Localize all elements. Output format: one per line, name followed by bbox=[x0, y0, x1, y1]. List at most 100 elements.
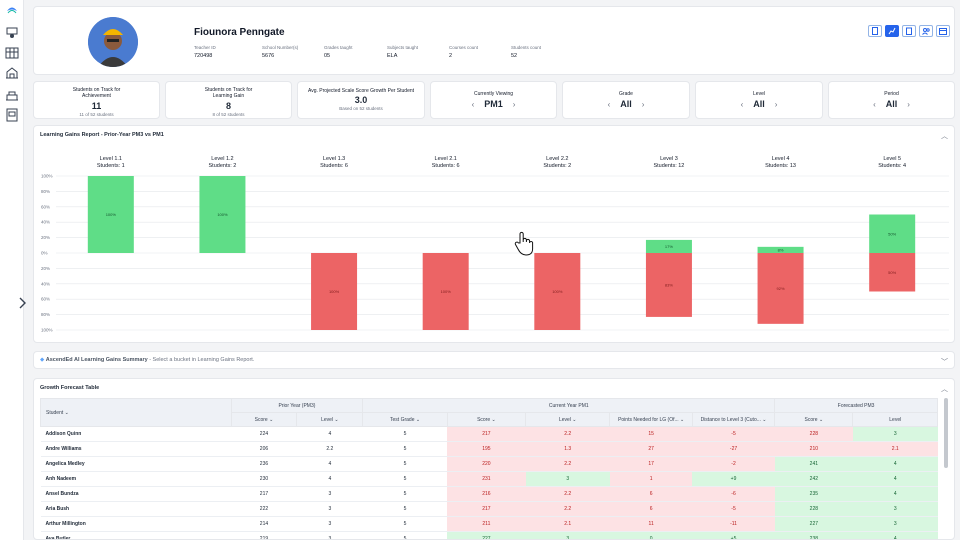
forecast-title: Growth Forecast Table bbox=[40, 385, 100, 391]
viewing-prev-icon[interactable]: ‹ bbox=[471, 99, 475, 109]
grade-filter[interactable]: Grade ‹ All › bbox=[562, 81, 690, 119]
district-icon[interactable] bbox=[5, 88, 19, 102]
col-forecast-score[interactable]: Score ⌄ bbox=[774, 412, 854, 427]
table-row[interactable]: Ansel Bundza 217 3 5 216 2.2 6 -6 235 4 bbox=[40, 486, 938, 502]
loss-bar bbox=[757, 253, 804, 324]
chart-view-button[interactable] bbox=[885, 25, 899, 37]
table-row[interactable]: Ava Butler 219 3 5 227 3 0 +5 238 4 bbox=[40, 531, 938, 539]
gain-bar bbox=[645, 239, 692, 253]
teacher-icon[interactable] bbox=[5, 26, 19, 40]
table-cell: 2.2 bbox=[296, 441, 363, 457]
table-cell: 1.3 bbox=[525, 441, 610, 457]
teacher-id: Teacher ID 720498 bbox=[194, 45, 216, 59]
level-label: Level bbox=[753, 91, 765, 97]
bar-value-label: 100% bbox=[329, 289, 340, 294]
table-cell: 2.2 bbox=[525, 426, 610, 442]
col-test-grade[interactable]: Test Grade ⌄ bbox=[362, 412, 448, 427]
category-label: Level 2.1 bbox=[435, 156, 457, 162]
viewing-value: PM1 bbox=[484, 99, 503, 109]
y-tick-label: 100% bbox=[41, 174, 53, 179]
level-next-icon[interactable]: › bbox=[774, 99, 778, 109]
expand-ai-icon[interactable]: ﹀ bbox=[941, 359, 948, 366]
viewing-filter[interactable]: Currently Viewing ‹ PM1 › bbox=[430, 81, 557, 119]
table-row[interactable]: Aria Bush 222 3 5 217 2.2 6 -5 228 3 bbox=[40, 501, 938, 517]
category-label: Level 5 bbox=[883, 156, 901, 162]
table-row[interactable]: Arthur Millington 214 3 5 211 2.1 11 -11 227 3 bbox=[40, 516, 938, 532]
table-cell: 228 bbox=[774, 501, 853, 517]
grade-prev-icon[interactable]: ‹ bbox=[607, 99, 611, 109]
table-cell: 236 bbox=[231, 456, 297, 472]
col-points-needed[interactable]: Points Needed for LG (Of... ⌄ bbox=[609, 412, 693, 427]
col-forecast-level[interactable]: Level bbox=[852, 412, 938, 427]
table-cell: -2 bbox=[692, 456, 775, 472]
table-cell: 4 bbox=[852, 486, 938, 502]
grade-next-icon[interactable]: › bbox=[641, 99, 645, 109]
col-current-score[interactable]: Score ⌄ bbox=[446, 412, 527, 427]
collapse-forecast-icon[interactable]: ︿ bbox=[941, 386, 948, 393]
ai-summary-panel[interactable]: ◆ AscendEd AI Learning Gains Summary - S… bbox=[33, 351, 955, 369]
table-cell: 224 bbox=[231, 426, 297, 442]
y-tick-label: 80% bbox=[41, 312, 50, 317]
table-cell: 2.2 bbox=[525, 486, 610, 502]
col-student[interactable]: Student ⌄ bbox=[40, 398, 232, 427]
logo-icon[interactable] bbox=[5, 4, 19, 18]
viewing-next-icon[interactable]: › bbox=[512, 99, 516, 109]
level-filter[interactable]: Level ‹ All › bbox=[695, 81, 823, 119]
table-cell: 3 bbox=[852, 426, 938, 442]
table-cell: 242 bbox=[774, 471, 853, 487]
table-cell: 214 bbox=[231, 516, 297, 532]
table-cell: 228 bbox=[774, 426, 853, 442]
users-button[interactable] bbox=[919, 25, 933, 37]
table-cell: 6 bbox=[609, 501, 693, 517]
table-row[interactable]: Anh Nadeem 230 4 5 231 3 1 +9 242 4 bbox=[40, 471, 938, 487]
table-cell: 17 bbox=[609, 456, 693, 472]
table-cell: 231 bbox=[447, 471, 526, 487]
group-forecasted: Forecasted PM3 bbox=[774, 398, 938, 413]
sidebar bbox=[0, 0, 26, 540]
calendar-button[interactable] bbox=[936, 25, 950, 37]
hand-cursor-icon bbox=[514, 231, 534, 256]
grade-label: Grade bbox=[619, 91, 633, 97]
col-distance-l3[interactable]: Distance to Level 3 (Cuto... ⌄ bbox=[691, 412, 776, 427]
col-prior-level[interactable]: Level ⌄ bbox=[296, 412, 364, 427]
bar-value-label: 92% bbox=[777, 286, 785, 291]
table-cell: 235 bbox=[774, 486, 853, 502]
period-prev-icon[interactable]: ‹ bbox=[873, 99, 876, 109]
level-prev-icon[interactable]: ‹ bbox=[740, 99, 744, 109]
y-tick-label: 0% bbox=[41, 251, 48, 256]
table-cell: 2.2 bbox=[525, 501, 610, 517]
student-name-cell: Ava Butler bbox=[40, 531, 232, 539]
table-cell: 220 bbox=[447, 456, 526, 472]
table-cell: 3 bbox=[296, 531, 363, 539]
expand-sidebar-icon[interactable] bbox=[16, 296, 28, 310]
table-scrollbar[interactable] bbox=[944, 398, 948, 468]
category-students-label: Students: 12 bbox=[653, 163, 684, 169]
clipboard-button[interactable] bbox=[902, 25, 916, 37]
collapse-chart-icon[interactable]: ︿ bbox=[941, 133, 948, 140]
export-pdf-button[interactable] bbox=[868, 25, 882, 37]
period-filter[interactable]: Period ‹ All › bbox=[828, 81, 955, 119]
table-cell: 5 bbox=[362, 516, 448, 532]
report-icon[interactable] bbox=[5, 108, 19, 122]
table-row[interactable]: Andre Williams 206 2.2 5 195 1.3 27 -27 210 2.1 bbox=[40, 441, 938, 457]
loss-bar bbox=[311, 253, 358, 330]
bar-value-label: 17% bbox=[665, 244, 673, 249]
table-cell: 15 bbox=[609, 426, 693, 442]
col-prior-score[interactable]: Score ⌄ bbox=[230, 412, 298, 427]
table-cell: 5 bbox=[362, 501, 448, 517]
school-icon[interactable] bbox=[5, 66, 19, 80]
category-label: Level 3 bbox=[660, 156, 678, 162]
table-cell: 5 bbox=[362, 426, 448, 442]
table-cell: 1 bbox=[609, 471, 693, 487]
y-tick-label: 80% bbox=[41, 189, 50, 194]
growth-label: Avg. Projected Scale Score Growth Per St… bbox=[307, 88, 415, 94]
table-cell: 4 bbox=[852, 471, 938, 487]
period-next-icon[interactable]: › bbox=[907, 99, 910, 109]
table-cell: 3 bbox=[296, 486, 363, 502]
learning-gains-chart: 100% 80% 60% 40% 20% 0% 20% 40% 60% 80% 100% Level … bbox=[41, 156, 949, 333]
classroom-icon[interactable] bbox=[5, 46, 19, 60]
col-current-level[interactable]: Level ⌄ bbox=[525, 412, 611, 427]
teacher-name: Fiounora Penngate bbox=[194, 27, 285, 38]
table-row[interactable]: Addison Quinn 224 4 5 217 2.2 15 -5 228 3 bbox=[40, 426, 938, 442]
table-row[interactable]: Angelica Medley 236 4 5 220 2.2 17 -2 241 4 bbox=[40, 456, 938, 472]
